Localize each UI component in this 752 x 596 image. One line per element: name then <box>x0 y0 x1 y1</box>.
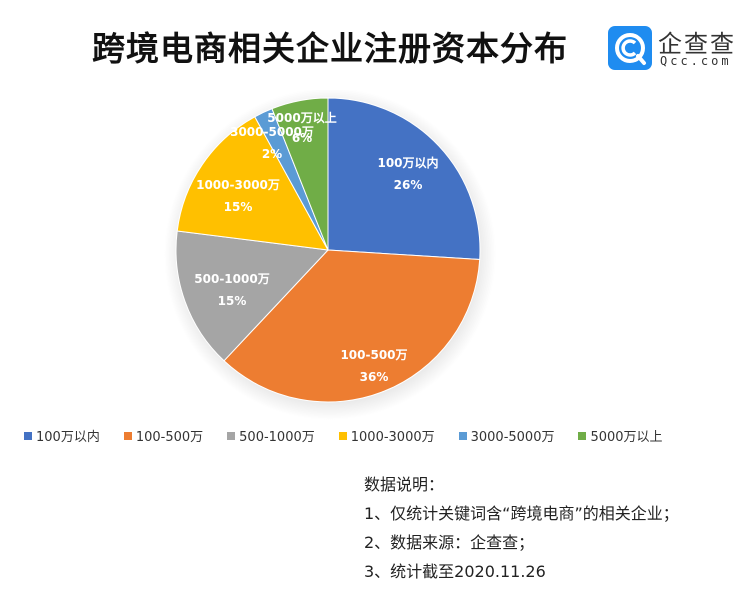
legend-label: 100-500万 <box>135 430 204 445</box>
notes-line: 3、统计截至2020.11.26 <box>364 562 546 581</box>
qcc-logo-icon <box>608 26 652 70</box>
legend-label: 1000-3000万 <box>350 430 435 445</box>
slice-label-500-1000w: 500-1000万 15% <box>194 268 269 312</box>
slice-label-pct: 36% <box>359 370 389 384</box>
legend-label: 500-1000万 <box>239 430 315 445</box>
legend-label: 100万以内 <box>36 430 100 445</box>
legend-label: 5000万以上 <box>590 430 663 445</box>
slice-label-name: 1000-3000万 <box>196 178 280 192</box>
slice-label-pct: 2% <box>261 147 283 161</box>
slice-label-100-500w: 100-500万 36% <box>340 344 407 388</box>
slice-label-name: 5000万以上 <box>267 111 337 125</box>
legend-swatch-icon <box>338 431 347 440</box>
slice-label-name: 100万以内 <box>377 156 439 170</box>
legend-item[interactable]: 100-500万 <box>123 426 204 445</box>
slice-label-pct: 26% <box>393 178 423 192</box>
legend-swatch-icon <box>24 431 32 440</box>
slice-label-name: 100-500万 <box>340 348 408 362</box>
slice-label-pct: 15% <box>217 294 247 308</box>
logo-url: Qcc.com <box>660 54 732 68</box>
slice-label-pct: 6% <box>291 131 313 145</box>
slice-100-500w[interactable] <box>223 249 481 403</box>
legend-swatch-icon <box>578 431 587 440</box>
qcc-logo: 企查查 Qcc.com <box>608 26 738 74</box>
pie-chart: 100万以内 26% 100-500万 36% 500-1000万 15% 10… <box>0 90 752 420</box>
legend-label: 3000-5000万 <box>470 430 555 445</box>
slice-label-pct: 15% <box>223 200 253 214</box>
slice-label-100w-below: 100万以内 26% <box>377 152 438 196</box>
notes-heading: 数据说明： <box>364 475 445 494</box>
legend-swatch-icon <box>123 431 132 440</box>
slice-500-1000w[interactable] <box>175 230 330 362</box>
chart-legend: 100万以内 100-500万 500-1000万 1000-3000万 300… <box>24 426 687 445</box>
legend-item[interactable]: 1000-3000万 <box>338 426 435 445</box>
logo-name: 企查查 <box>658 30 736 58</box>
legend-item[interactable]: 5000万以上 <box>578 426 663 445</box>
legend-item[interactable]: 500-1000万 <box>227 426 315 445</box>
slice-label-3000-5000w: 3000-5000万 2% <box>230 121 314 165</box>
data-notes: 数据说明： 1、仅统计关键词含“跨境电商”的相关企业； 2、数据来源：企查查； … <box>364 470 679 586</box>
notes-line: 2、数据来源：企查查； <box>364 533 535 552</box>
slice-label-name: 500-1000万 <box>194 272 270 286</box>
slice-label-5000w-above: 5000万以上 6% <box>267 108 336 148</box>
slice-label-1000-3000w: 1000-3000万 15% <box>196 174 280 218</box>
slice-1000-3000w[interactable] <box>176 116 329 251</box>
legend-item[interactable]: 100万以内 <box>24 426 100 445</box>
legend-swatch-icon <box>227 431 236 440</box>
chart-title: 跨境电商相关企业注册资本分布 <box>92 29 568 68</box>
slice-label-name: 3000-5000万 <box>230 125 314 139</box>
notes-line: 1、仅统计关键词含“跨境电商”的相关企业； <box>364 504 679 523</box>
slice-5000w-above[interactable] <box>271 97 329 251</box>
legend-swatch-icon <box>458 431 467 440</box>
legend-item[interactable]: 3000-5000万 <box>458 426 555 445</box>
slice-100w-below[interactable] <box>327 97 481 261</box>
